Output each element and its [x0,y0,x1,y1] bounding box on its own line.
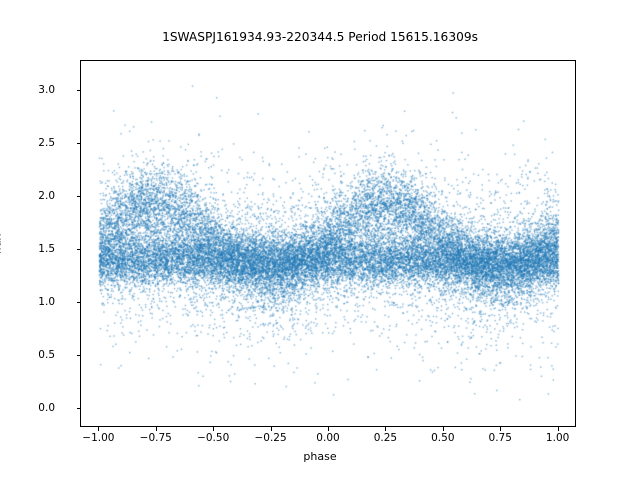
y-tick-label: 0.5 [38,348,55,361]
y-axis-label: flux [0,233,4,254]
x-tick-label: 0.25 [373,432,398,444]
plot-axes [80,60,577,428]
x-tick-mark [442,427,444,431]
x-tick-label: −0.50 [197,432,230,444]
x-tick-mark [500,427,502,431]
scatter-plot-area [81,61,577,428]
x-tick-mark [270,427,272,431]
x-tick-mark [155,427,157,431]
x-tick-label: 0.50 [431,432,455,444]
y-tick-mark [76,407,80,409]
x-tick-label: −0.25 [254,432,287,444]
y-tick-label: 2.0 [38,189,55,202]
x-tick-label: 0.00 [316,432,340,444]
y-tick-label: 0.0 [38,401,55,414]
x-tick-label: 1.00 [545,432,570,444]
x-tick-label: −1.00 [82,432,115,444]
x-axis-label: phase [303,450,337,463]
chart-title: 1SWASPJ161934.93-220344.5 Period 15615.1… [162,30,478,44]
x-tick-mark [98,427,100,431]
y-tick-mark [76,301,80,303]
y-tick-label: 2.5 [38,136,55,149]
x-tick-label: 0.75 [488,432,512,444]
x-tick-mark [213,427,215,431]
y-tick-mark [76,142,80,144]
x-tick-label: −0.75 [139,432,172,444]
y-tick-mark [76,195,80,197]
x-tick-mark [557,427,559,431]
x-tick-mark [385,427,387,431]
y-tick-label: 3.0 [38,83,55,96]
y-tick-mark [76,354,80,356]
y-tick-label: 1.0 [38,295,55,308]
y-tick-mark [76,248,80,250]
y-tick-label: 1.5 [38,242,55,255]
x-tick-mark [328,427,329,431]
y-tick-mark [76,89,80,91]
